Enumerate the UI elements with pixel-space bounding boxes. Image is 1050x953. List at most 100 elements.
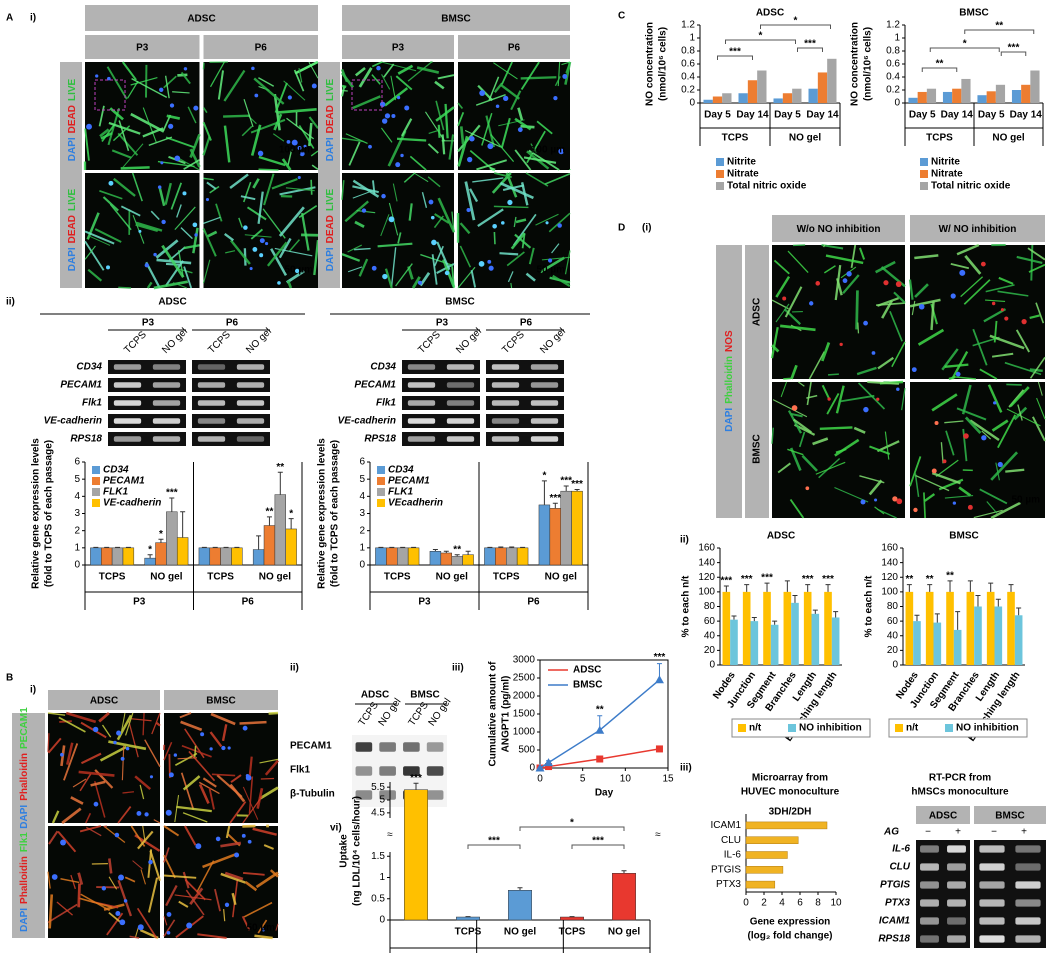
fiber: [153, 819, 161, 824]
y-axis-label: NO concentration: [645, 22, 656, 106]
x-tick-label: TCPS: [559, 927, 586, 938]
nucleus: [303, 144, 307, 148]
fiber: [281, 158, 292, 171]
gel: [974, 840, 1046, 948]
fiber: [129, 935, 140, 939]
error-bar: [266, 516, 272, 526]
protein-label: β-Tubulin: [290, 789, 335, 800]
group-label: TCPS: [722, 133, 749, 144]
nucleus: [874, 498, 878, 502]
fiber: [853, 426, 866, 434]
fiber: [88, 235, 111, 246]
fiber: [787, 448, 804, 456]
gel-band: [947, 899, 966, 907]
y-tick-label: 100: [881, 587, 898, 598]
y-axis-label: % to each n/t: [864, 575, 875, 637]
fiber: [490, 134, 515, 163]
x-tick-label: 10: [620, 774, 632, 785]
fiber: [940, 442, 944, 464]
marker: [545, 763, 553, 771]
micrograph: [85, 62, 200, 170]
fiber: [789, 498, 805, 519]
fiber: [986, 501, 998, 514]
fiber: [434, 213, 450, 224]
fiber: [347, 244, 363, 253]
y-tick-label: 0: [379, 915, 385, 926]
bar: [738, 93, 748, 103]
nucleus: [169, 103, 175, 108]
fiber: [1035, 302, 1045, 324]
fiber: [118, 120, 130, 152]
nucleus: [545, 221, 549, 225]
fiber: [198, 783, 210, 804]
fiber: [130, 112, 165, 133]
error-bar: [967, 580, 973, 592]
fiber: [144, 739, 161, 768]
fiber: [884, 431, 890, 460]
nucleus: [931, 468, 937, 474]
fiber: [142, 127, 164, 138]
error-bar: [906, 584, 912, 592]
nucleus: [192, 222, 198, 228]
fiber: [424, 111, 446, 142]
fiber: [185, 889, 205, 916]
y-tick-label: 6: [74, 457, 80, 468]
gel: [192, 414, 270, 428]
fiber: [132, 214, 145, 244]
fiber: [287, 149, 293, 166]
error-bar: [825, 584, 831, 592]
fiber: [47, 871, 51, 889]
fiber: [242, 795, 263, 824]
fiber: [924, 493, 936, 502]
nucleus: [168, 772, 174, 778]
fiber: [286, 269, 305, 284]
bar: [440, 552, 453, 566]
row-header: BMSC: [752, 434, 763, 463]
nucleus: [952, 501, 957, 505]
fiber: [477, 84, 494, 102]
gene-label: CD34: [370, 362, 396, 373]
fiber: [771, 344, 780, 353]
nucleus: [297, 145, 302, 150]
bar: [285, 528, 297, 566]
treatment-sign: +: [955, 827, 961, 838]
significance: ***: [410, 773, 422, 784]
x-tick-label: NO gel: [259, 572, 291, 583]
fiber: [1017, 404, 1023, 421]
significance: ***: [549, 493, 561, 504]
bar: [101, 547, 113, 566]
nucleus: [547, 258, 553, 263]
fiber: [243, 181, 252, 203]
nucleus: [495, 104, 500, 109]
header-text: P6: [508, 43, 521, 54]
gel-band: [530, 364, 559, 370]
significance: ***: [721, 576, 733, 587]
bar: [745, 836, 799, 844]
fiber: [224, 232, 235, 242]
fiber: [448, 134, 455, 160]
fiber: [979, 368, 998, 380]
fiber: [47, 737, 62, 754]
gel-band: [236, 400, 265, 406]
fiber: [196, 860, 215, 893]
x-tick-label: Day 14: [1010, 110, 1043, 121]
header-text: ADSC: [929, 811, 957, 822]
y-tick-label: ICAM1: [710, 820, 741, 831]
bar: [817, 72, 828, 103]
significance: ***: [166, 488, 178, 499]
y-tick-label: IL-6: [724, 850, 742, 861]
y-tick-label: 160: [881, 543, 898, 554]
panel-sublabel: i): [30, 13, 36, 24]
nucleus: [782, 296, 787, 301]
y-axis-label: Uptake: [339, 834, 350, 868]
fiber: [780, 381, 788, 398]
stain-word: DEAD: [325, 215, 336, 243]
significance: ***: [822, 574, 834, 585]
fiber: [476, 159, 507, 171]
legend-label: VEcadherin: [388, 498, 443, 509]
legend-swatch: [92, 499, 100, 507]
nucleus: [261, 928, 265, 932]
y-tick-label: 2: [359, 525, 365, 536]
fiber: [470, 270, 477, 288]
fiber: [528, 149, 560, 171]
